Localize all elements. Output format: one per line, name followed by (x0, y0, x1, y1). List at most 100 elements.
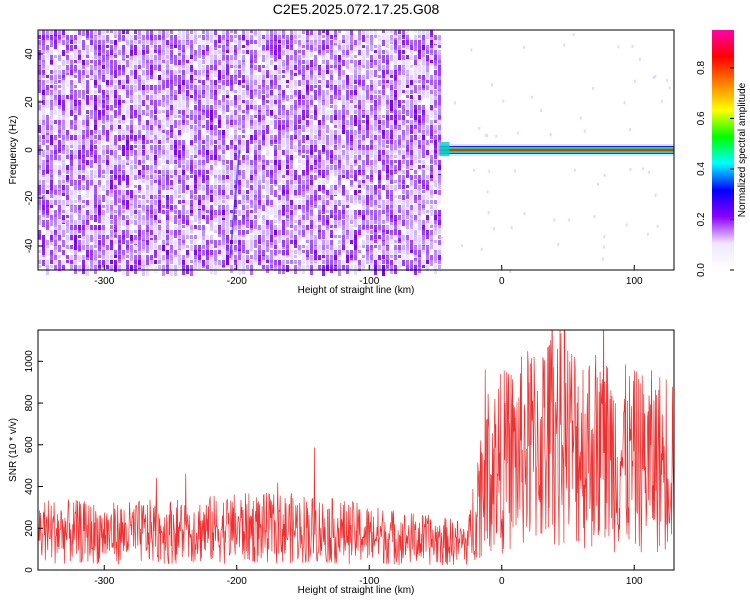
noise-cell (234, 45, 237, 52)
noise-cell (58, 100, 61, 109)
noise-cell (126, 210, 129, 214)
noise-cell (318, 215, 321, 222)
noise-cell (62, 90, 65, 95)
noise-cell (290, 75, 293, 80)
noise-cell (394, 100, 397, 105)
noise-cell (210, 135, 213, 140)
noise-cell (402, 50, 405, 54)
noise-cell (190, 145, 193, 153)
noise-cell (50, 255, 53, 260)
noise-cell (310, 155, 313, 160)
noise-cell (226, 40, 229, 46)
noise-cell (222, 255, 225, 264)
noise-cell (438, 170, 441, 174)
sparse-dot (656, 224, 659, 228)
noise-cell (94, 105, 97, 112)
noise-cell (258, 210, 261, 218)
noise-cell (226, 115, 229, 124)
noise-cell (302, 95, 305, 99)
noise-cell (306, 90, 309, 99)
noise-cell (310, 260, 313, 268)
noise-cell (86, 70, 89, 75)
noise-cell (386, 265, 389, 269)
noise-cell (86, 255, 89, 260)
noise-cell (358, 210, 361, 217)
noise-cell (114, 65, 117, 69)
sparse-dot (549, 133, 552, 137)
noise-cell (66, 220, 69, 226)
noise-cell (182, 125, 185, 132)
noise-cell (290, 65, 293, 73)
noise-cell (122, 160, 125, 167)
noise-cell (198, 245, 201, 251)
noise-cell (214, 135, 217, 142)
noise-cell (270, 255, 273, 262)
noise-cell (114, 115, 117, 118)
noise-cell (334, 70, 337, 73)
noise-cell (154, 265, 157, 273)
noise-cell (190, 110, 193, 116)
noise-cell (370, 85, 373, 91)
noise-cell (234, 65, 237, 68)
noise-cell (62, 30, 65, 38)
noise-cell (366, 160, 369, 167)
noise-cell (234, 220, 237, 226)
noise-cell (266, 45, 269, 51)
noise-cell (38, 115, 41, 120)
noise-cell (214, 80, 217, 89)
noise-cell (258, 85, 261, 89)
noise-cell (98, 160, 101, 166)
noise-cell (362, 150, 365, 155)
noise-cell (402, 190, 405, 194)
noise-cell (286, 250, 289, 256)
noise-cell (390, 225, 393, 232)
noise-cell (126, 55, 129, 58)
noise-cell (410, 230, 413, 241)
noise-cell (74, 65, 77, 71)
noise-cell (386, 155, 389, 163)
noise-cell (58, 185, 61, 188)
noise-cell (402, 55, 405, 61)
noise-cell (334, 235, 337, 238)
noise-cell (422, 180, 425, 186)
noise-cell (294, 35, 297, 39)
noise-cell (230, 185, 233, 190)
noise-cell (234, 105, 237, 110)
colorbar-label: Normalized spectral amplitude (737, 82, 748, 217)
noise-cell (54, 80, 57, 84)
noise-cell (394, 150, 397, 153)
noise-cell (154, 250, 157, 258)
noise-cell (38, 60, 41, 66)
noise-cell (262, 65, 265, 68)
noise-cell (114, 230, 117, 237)
noise-cell (222, 120, 225, 128)
noise-cell (398, 180, 401, 186)
noise-cell (250, 100, 253, 106)
noise-cell (66, 235, 69, 243)
noise-cell (234, 30, 237, 34)
noise-cell (202, 145, 205, 150)
noise-cell (302, 90, 305, 99)
noise-cell (430, 190, 433, 198)
noise-cell (182, 55, 185, 62)
noise-cell (346, 80, 349, 89)
noise-cell (378, 40, 381, 49)
noise-cell (438, 220, 441, 228)
noise-cell (330, 165, 333, 170)
noise-cell (314, 45, 317, 48)
noise-cell (266, 35, 269, 44)
noise-cell (42, 235, 45, 243)
noise-cell (414, 210, 417, 219)
noise-cell (38, 165, 41, 174)
noise-cell (290, 110, 293, 118)
noise-cell (90, 75, 93, 79)
noise-cell (410, 210, 413, 218)
sparse-dot (638, 57, 641, 61)
noise-cell (330, 80, 333, 87)
noise-cell (98, 205, 101, 216)
noise-cell (378, 165, 381, 169)
noise-cell (346, 210, 349, 217)
noise-cell (158, 80, 161, 85)
noise-cell (366, 205, 369, 213)
noise-cell (254, 70, 257, 73)
